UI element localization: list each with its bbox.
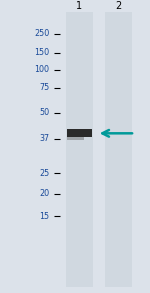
Text: 25: 25	[39, 169, 50, 178]
Text: 75: 75	[39, 84, 50, 92]
Bar	[67, 137, 84, 140]
Bar	[67, 129, 92, 137]
Text: 50: 50	[39, 108, 50, 117]
Text: 1: 1	[76, 1, 82, 11]
Bar	[66, 12, 93, 287]
Text: 150: 150	[34, 48, 50, 57]
Text: 15: 15	[39, 212, 50, 221]
Text: 20: 20	[39, 190, 50, 198]
Text: 100: 100	[34, 65, 50, 74]
Text: 2: 2	[115, 1, 122, 11]
Text: 250: 250	[34, 29, 50, 38]
Text: 37: 37	[39, 134, 50, 143]
Bar	[105, 12, 132, 287]
